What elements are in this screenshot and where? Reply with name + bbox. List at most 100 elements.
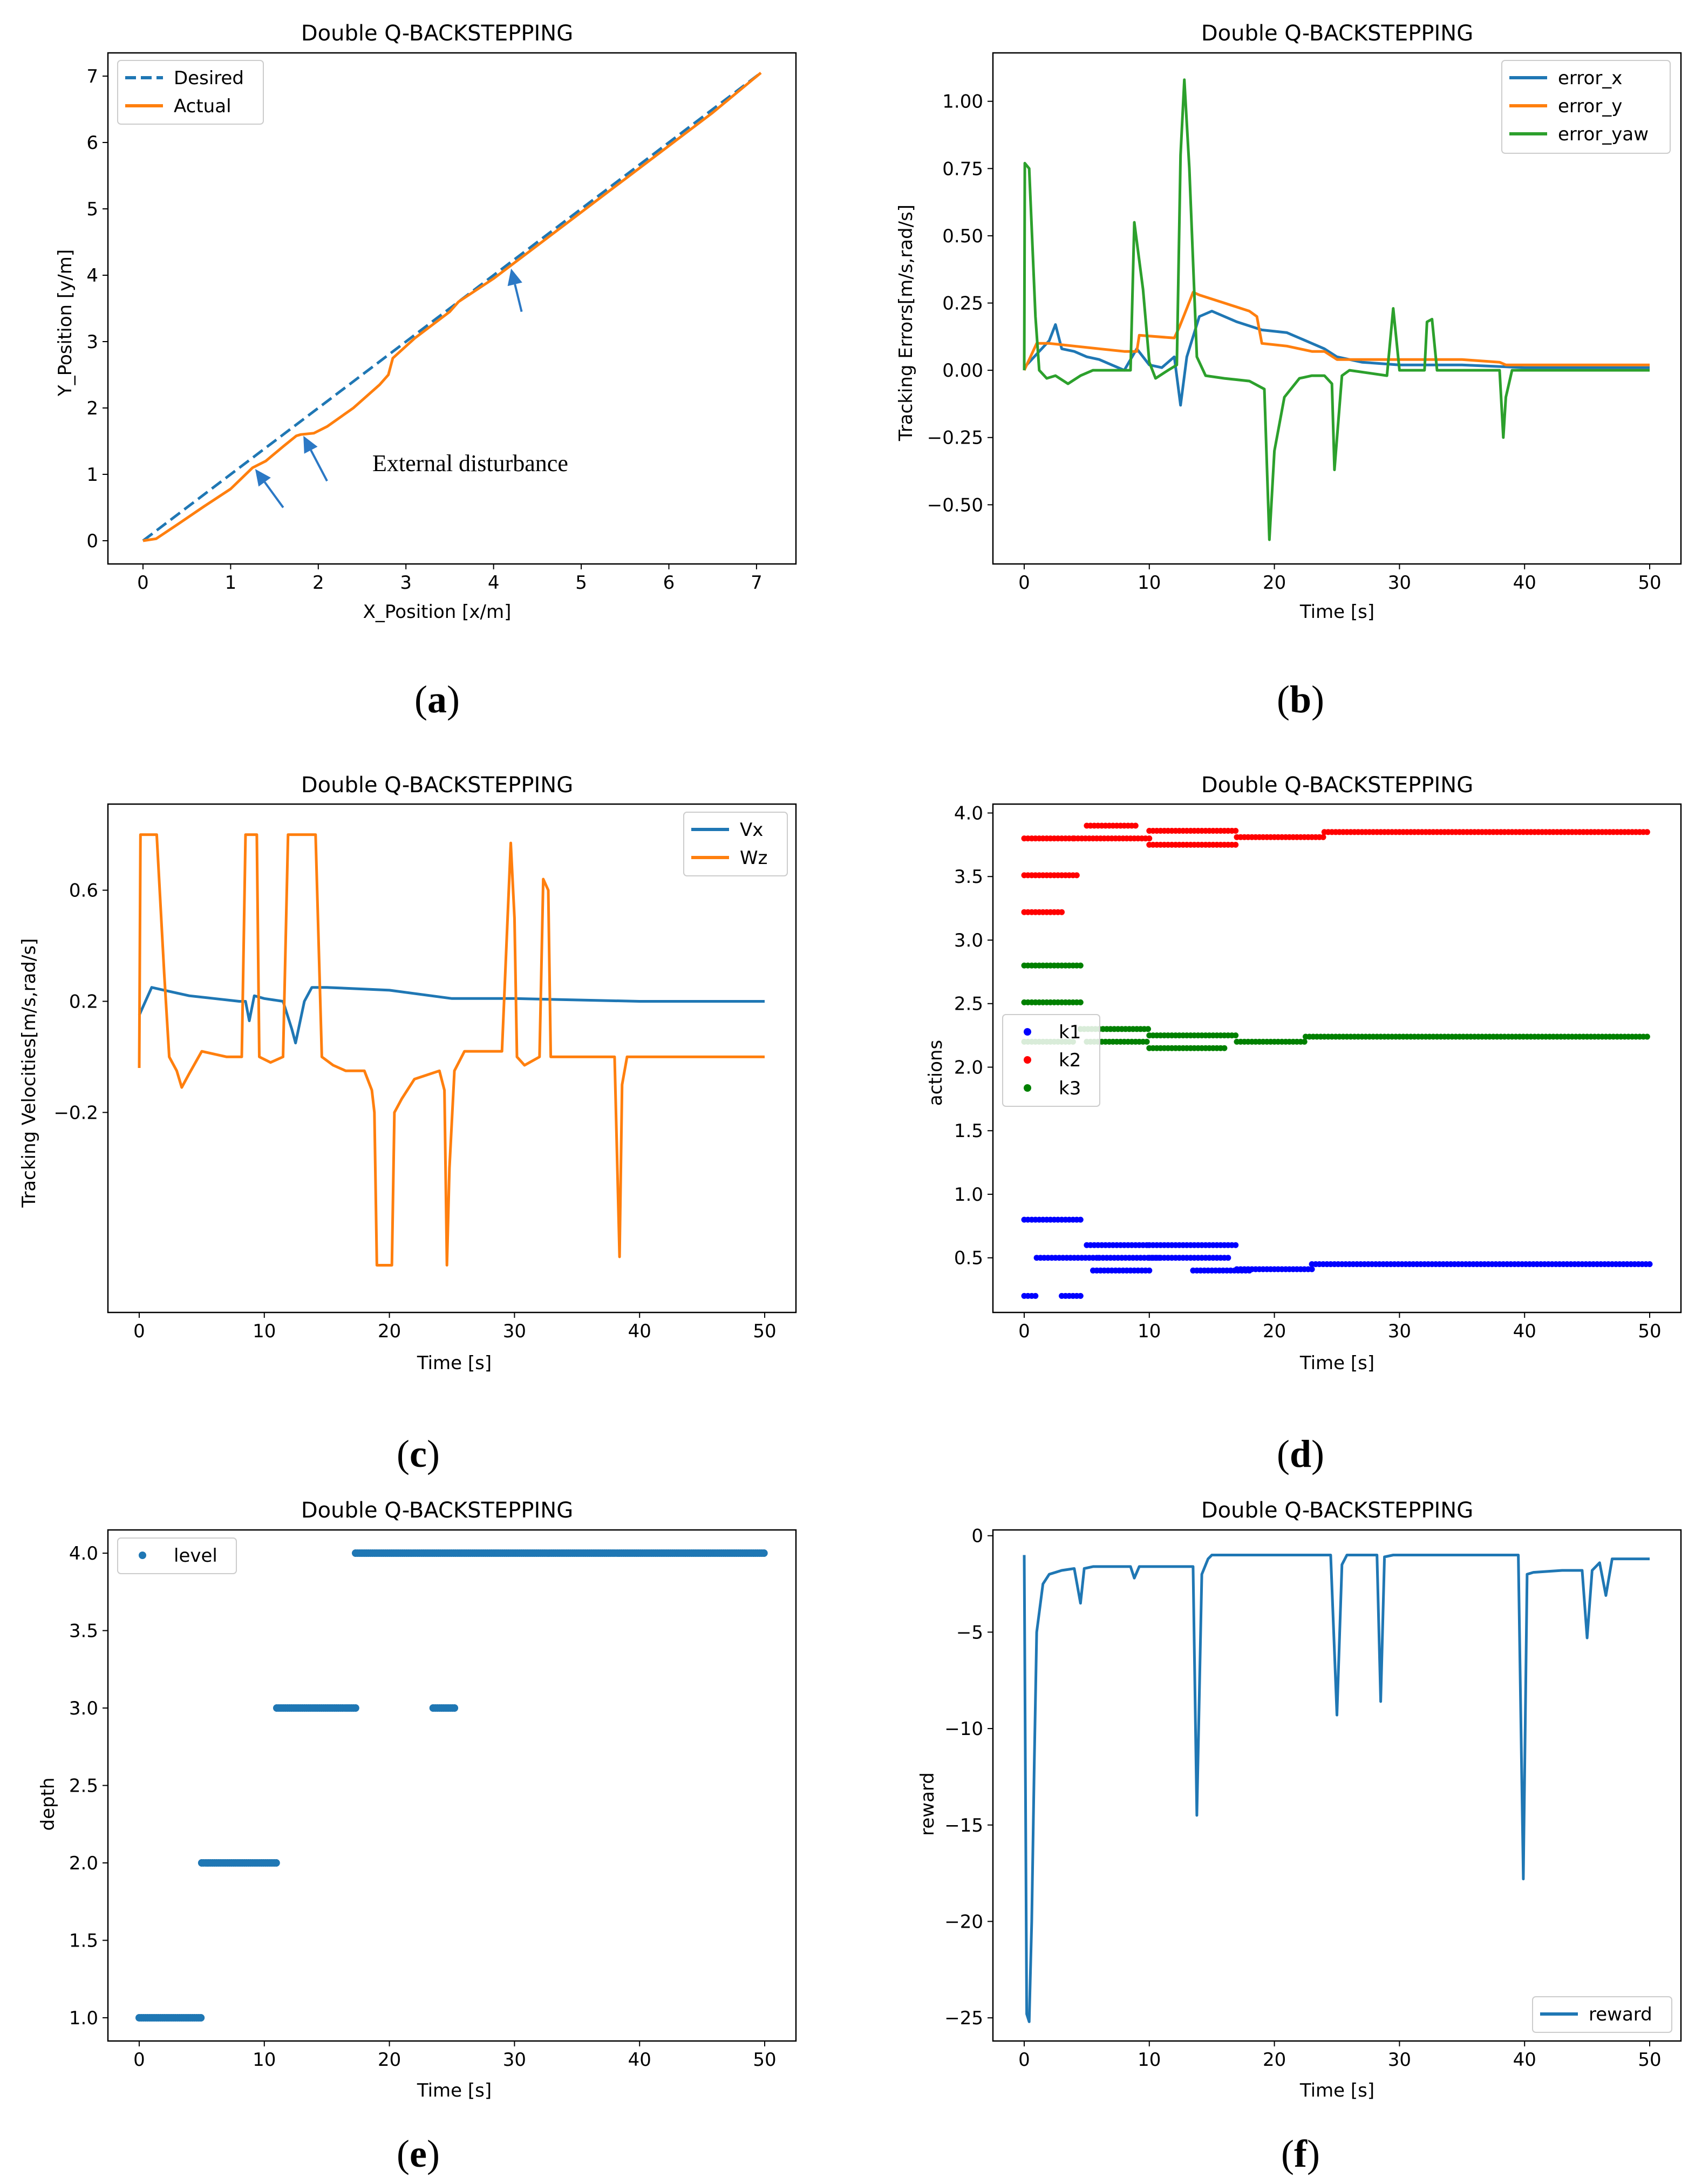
x-tick-label: 7 — [751, 572, 763, 594]
chart-a-xlabel: X_Position [x/m] — [363, 601, 512, 623]
y-tick-label: 1.0 — [69, 2008, 98, 2029]
chart-a-panel-label: (a) — [414, 678, 460, 721]
x-tick-label: 10 — [253, 2049, 276, 2071]
legend-box — [117, 60, 264, 125]
y-tick-label: 0.2 — [69, 991, 98, 1012]
x-tick-label: 50 — [1638, 572, 1661, 594]
chart-b-panel-label: (b) — [1277, 678, 1324, 721]
y-tick-label: 0.5 — [954, 1248, 983, 1269]
chart-b-title: Double Q-BACKSTEPPING — [1201, 21, 1473, 46]
legend-label-error_yaw: error_yaw — [1558, 124, 1649, 145]
chart-b-panel-letter: b — [1290, 678, 1311, 721]
x-tick-label: 0 — [1018, 2049, 1030, 2071]
legend-box — [1002, 1014, 1100, 1107]
chart-a-ylabel: Y_Position [y/m] — [55, 249, 76, 397]
chart-c-panel-label: (c) — [397, 1432, 440, 1475]
y-tick-label: 1.5 — [69, 1930, 98, 1951]
chart-e-ylabel: depth — [37, 1778, 59, 1831]
chart-a-panel-letter: a — [427, 678, 447, 721]
x-tick-label: 50 — [753, 2049, 776, 2071]
y-tick-label: 0.50 — [942, 226, 983, 247]
chart-e-panel-letter: e — [410, 2132, 427, 2175]
y-tick-label: 0.6 — [69, 880, 98, 902]
x-tick-label: 10 — [1138, 1321, 1161, 1342]
y-tick-label: 3.5 — [69, 1621, 98, 1642]
series-line-error_y — [1023, 291, 1650, 371]
x-tick-label: 40 — [628, 1321, 651, 1342]
legend-label-error_x: error_x — [1558, 67, 1622, 89]
point-k1 — [1077, 1292, 1084, 1299]
chart-e: Double Q-BACKSTEPPING 0 10 20 30 40 50 1.0 1.5 2… — [37, 1498, 797, 2175]
point-level — [197, 2014, 205, 2022]
x-tick-label: 0 — [1018, 1321, 1030, 1342]
chart-a: Double Q-BACKSTEPPING 0 1 2 3 4 5 6 7 0 1 2 3 4 5 6 7 De… — [55, 21, 797, 721]
legend-label-Desired: Desired — [174, 67, 244, 89]
y-tick-label: −15 — [944, 1815, 983, 1836]
x-tick-label: 20 — [1263, 1321, 1286, 1342]
point-level — [451, 1704, 459, 1712]
disturbance-arrow — [310, 450, 328, 482]
point-k1 — [1032, 1292, 1039, 1299]
chart-e-xlabel: Time [s] — [417, 2080, 492, 2101]
x-tick-label: 40 — [1513, 1321, 1536, 1342]
chart-c: Double Q-BACKSTEPPING 0 10 20 30 40 50 −0.2 0.2… — [18, 773, 797, 1475]
y-tick-label: 3.0 — [69, 1698, 98, 1719]
legend-label-error_y: error_y — [1558, 96, 1622, 117]
plot-frame — [992, 52, 1682, 565]
chart-d-series — [1021, 822, 1653, 1299]
chart-c-xlabel: Time [s] — [417, 1352, 492, 1374]
chart-d-panel-label: (d) — [1277, 1432, 1324, 1475]
series-line-Desired — [142, 71, 762, 542]
y-tick-label: 1 — [86, 464, 98, 486]
x-tick-label: 50 — [1638, 2049, 1661, 2071]
point-k3 — [1301, 1038, 1308, 1045]
plot-frame — [107, 1529, 797, 2042]
y-tick-label: 0.00 — [942, 360, 983, 382]
y-tick-label: 3.0 — [954, 930, 983, 951]
y-tick-label: 0.25 — [942, 293, 983, 315]
chart-e-series — [135, 1549, 768, 2022]
legend-label-k2: k2 — [1059, 1050, 1081, 1071]
chart-a-legend: Desired Actual — [117, 60, 264, 125]
y-tick-label: −0.2 — [53, 1102, 98, 1124]
x-tick-label: 40 — [1513, 2049, 1536, 2071]
chart-b-legend: error_x error_y error_yaw — [1501, 60, 1671, 154]
legend-label-k3: k3 — [1059, 1078, 1081, 1099]
y-tick-label: 7 — [86, 66, 98, 87]
series-line-Vx — [138, 986, 765, 1045]
chart-c-ylabel: Tracking Velocities[m/s,rad/s] — [18, 938, 40, 1208]
legend-marker-level — [139, 1552, 146, 1559]
y-tick-label: −20 — [944, 1911, 983, 1933]
point-k1 — [1146, 1267, 1153, 1274]
chart-f-panel-letter: f — [1294, 2132, 1308, 2175]
point-k2 — [1146, 835, 1153, 842]
y-tick-label: 3 — [86, 331, 98, 353]
y-tick-label: 0 — [86, 530, 98, 552]
x-tick-label: 50 — [1638, 1321, 1661, 1342]
x-tick-label: 50 — [753, 1321, 776, 1342]
chart-e-title: Double Q-BACKSTEPPING — [301, 1498, 573, 1523]
x-tick-label: 30 — [503, 1321, 526, 1342]
chart-e-panel-label: (e) — [397, 2132, 440, 2175]
point-k3 — [1077, 999, 1084, 1005]
y-tick-label: 4 — [86, 265, 98, 287]
chart-b-ylabel: Tracking Errors[m/s,rad/s] — [895, 205, 917, 441]
x-tick-label: 2 — [312, 572, 324, 594]
point-k2 — [1644, 829, 1650, 835]
x-tick-label: 20 — [1263, 2049, 1286, 2071]
plot-frame — [992, 1529, 1682, 2042]
y-tick-label: −0.50 — [927, 494, 983, 516]
point-k1 — [1309, 1266, 1315, 1273]
chart-b-plot: 0 10 20 30 40 50 −0.50 −0.25 0.00 0.25 0.50 0.75 1.0… — [927, 52, 1682, 594]
chart-d-ylabel: actions — [925, 1040, 947, 1106]
point-level — [272, 1859, 280, 1867]
point-k2 — [1233, 828, 1239, 834]
chart-a-series — [142, 71, 762, 542]
series-line-Actual — [142, 71, 762, 542]
y-tick-label: 2 — [86, 398, 98, 419]
x-tick-label: 30 — [1388, 572, 1411, 594]
chart-e-plot: 0 10 20 30 40 50 1.0 1.5 2.0 2.5 3.0 3.5 4.0 level — [69, 1529, 797, 2071]
y-tick-label: −5 — [956, 1622, 983, 1643]
point-k1 — [1225, 1255, 1231, 1261]
legend-box — [1501, 60, 1671, 154]
